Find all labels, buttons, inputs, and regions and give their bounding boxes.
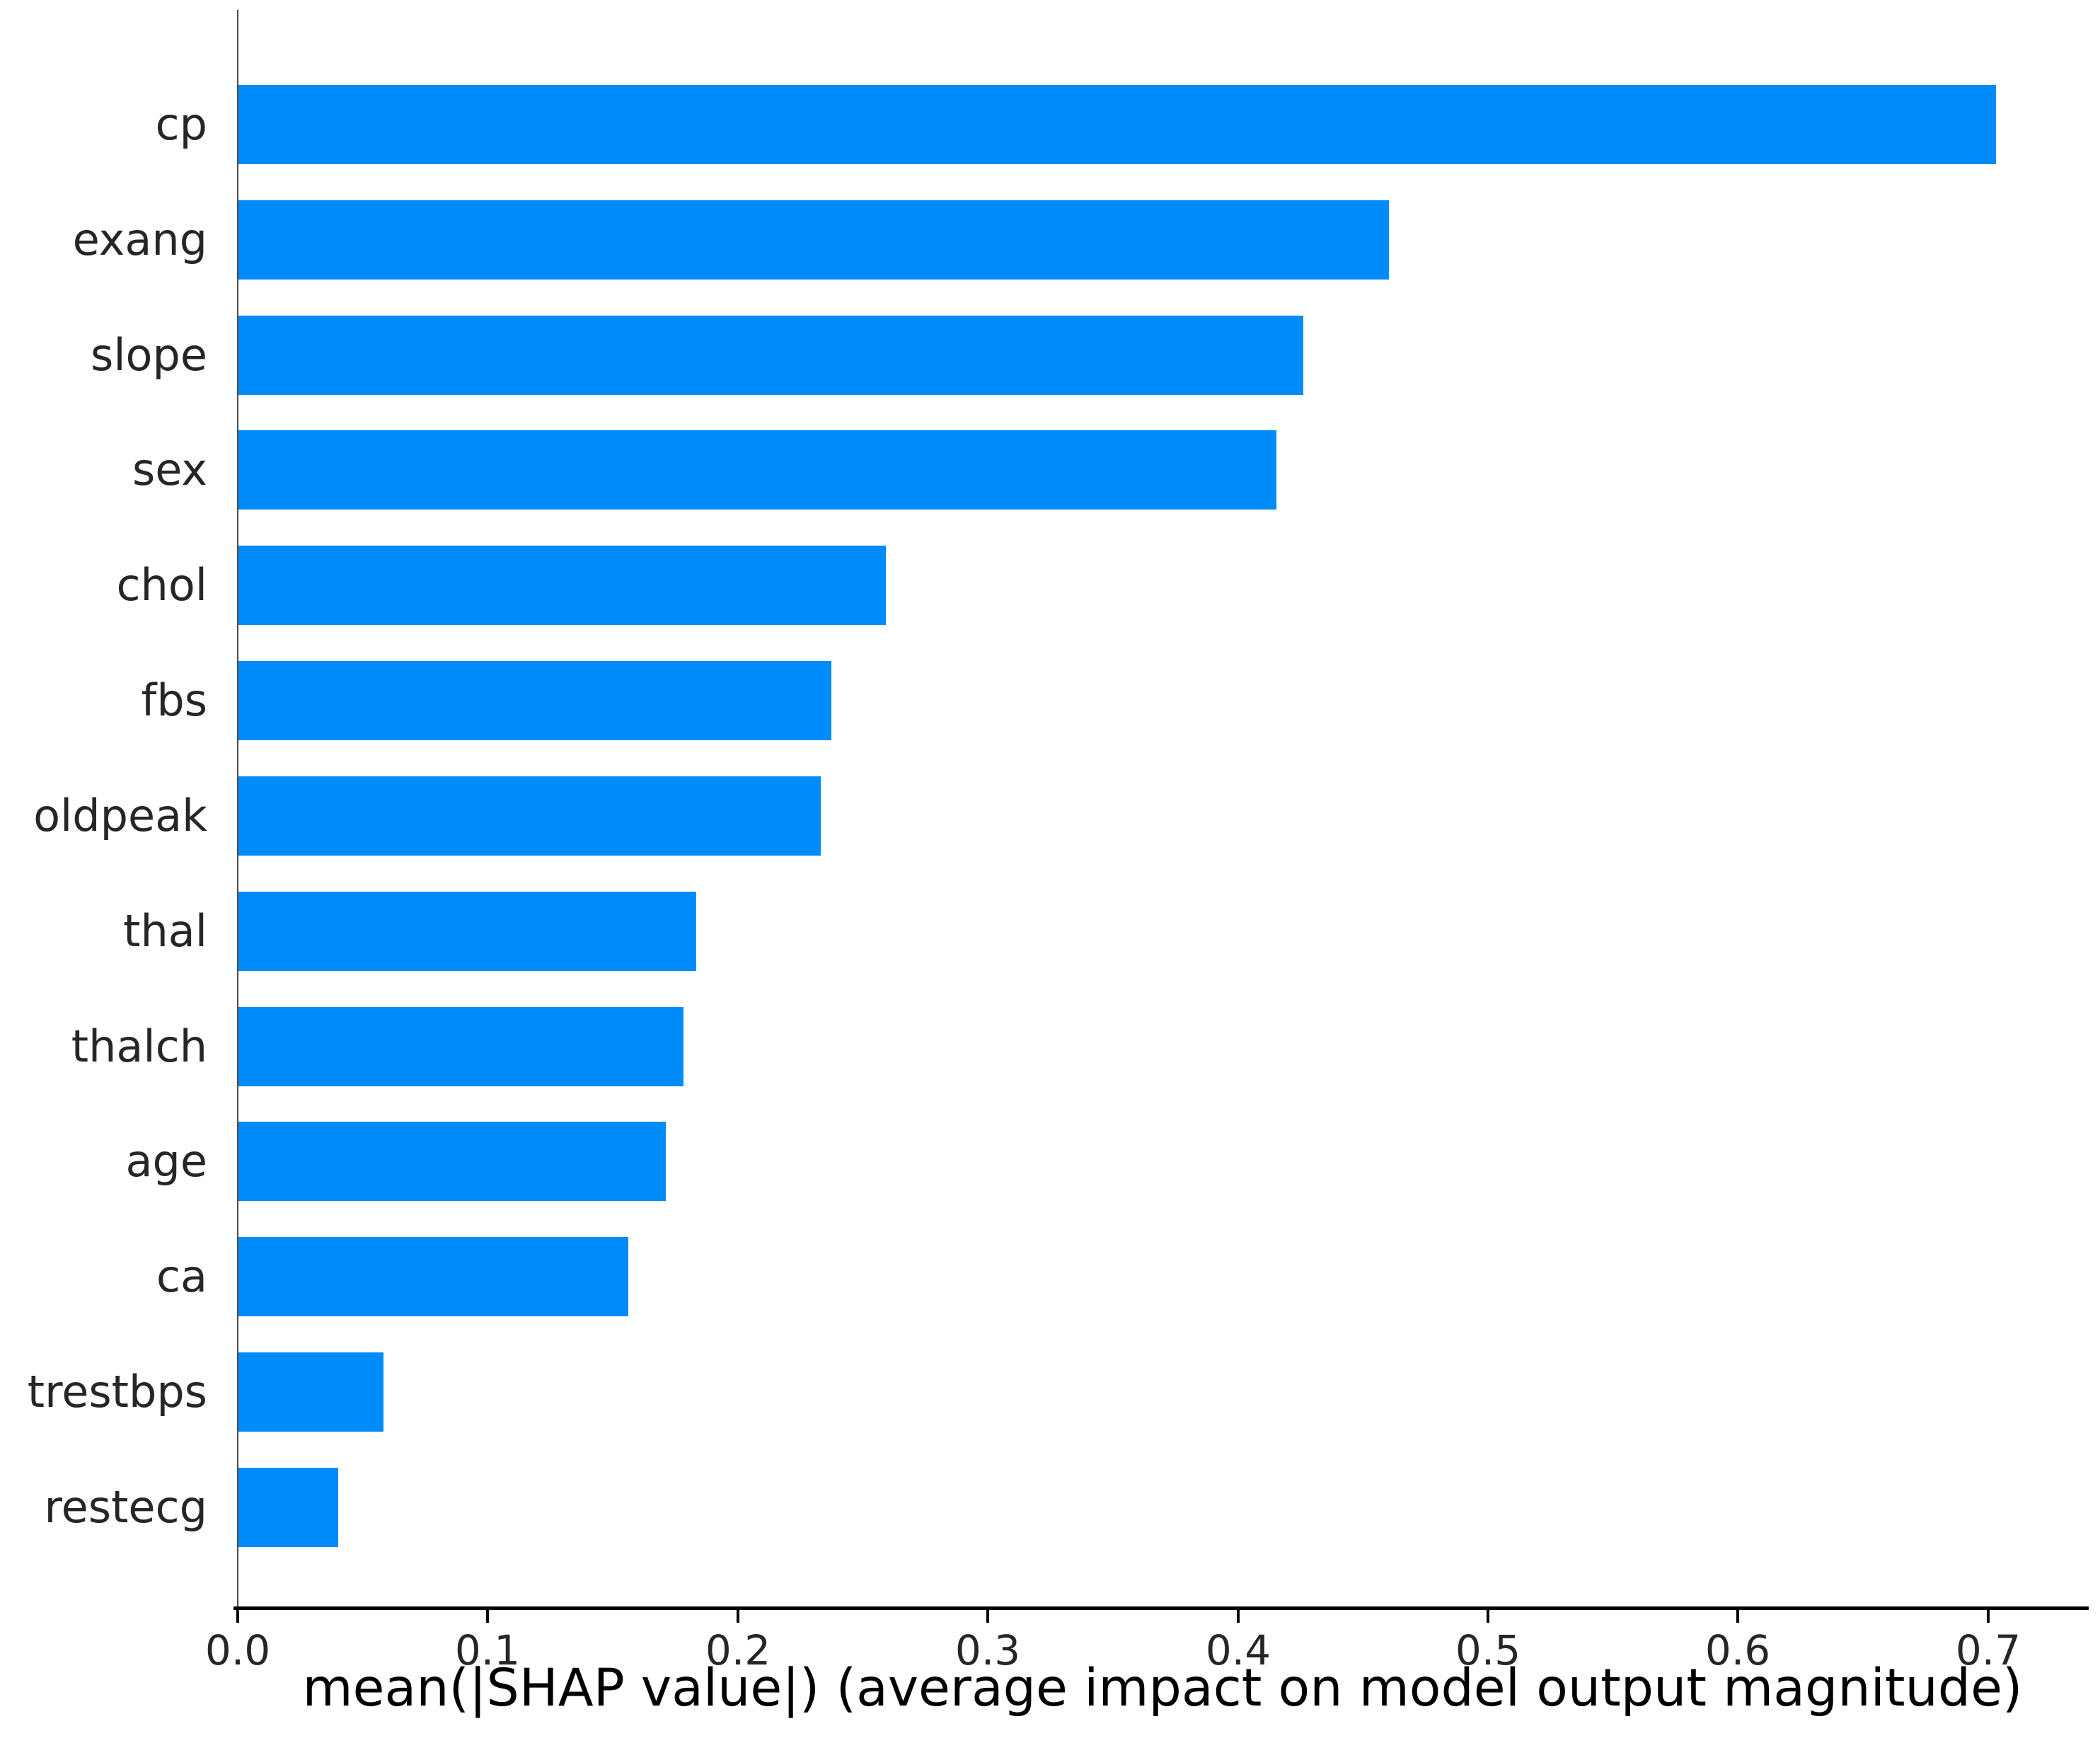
bar-thalch — [238, 1007, 683, 1086]
y-tick-label-chol: chol — [116, 559, 207, 611]
bar-thal — [238, 892, 696, 971]
y-tick-label-restecg: restecg — [44, 1481, 207, 1533]
y-tick-label-sex: sex — [132, 444, 207, 495]
x-tick-mark-0.5 — [1487, 1608, 1489, 1623]
y-axis-spine — [237, 10, 238, 1608]
bar-trestbps — [238, 1352, 383, 1432]
x-axis-spine — [233, 1606, 2089, 1610]
y-tick-label-slope: slope — [91, 329, 207, 381]
x-tick-label-0.1: 0.1 — [454, 1626, 521, 1674]
bar-chol — [238, 546, 886, 625]
x-tick-label-0.6: 0.6 — [1704, 1626, 1771, 1674]
bar-fbs — [238, 661, 831, 740]
x-tick-label-0.0: 0.0 — [204, 1626, 271, 1674]
bar-restecg — [238, 1468, 338, 1547]
x-tick-mark-0.2 — [737, 1608, 739, 1623]
bar-sex — [238, 430, 1276, 510]
x-tick-mark-0.3 — [986, 1608, 989, 1623]
y-tick-label-trestbps: trestbps — [27, 1366, 207, 1418]
bar-oldpeak — [238, 776, 821, 856]
x-axis-title: mean(|SHAP value|) (average impact on mo… — [302, 1658, 2023, 1718]
x-tick-mark-0.6 — [1736, 1608, 1739, 1623]
y-tick-label-fbs: fbs — [141, 674, 207, 726]
y-tick-label-exang: exang — [72, 214, 207, 265]
bar-slope — [238, 316, 1303, 395]
x-tick-label-0.3: 0.3 — [954, 1626, 1021, 1674]
bar-ca — [238, 1237, 628, 1316]
x-tick-label-0.2: 0.2 — [705, 1626, 771, 1674]
x-tick-label-0.4: 0.4 — [1205, 1626, 1271, 1674]
y-tick-label-age: age — [125, 1135, 208, 1187]
y-tick-label-thalch: thalch — [71, 1020, 207, 1072]
y-tick-label-cp: cp — [155, 98, 207, 150]
x-tick-label-0.5: 0.5 — [1455, 1626, 1521, 1674]
y-tick-label-thal: thal — [123, 905, 207, 957]
y-tick-label-ca: ca — [156, 1250, 207, 1302]
bar-age — [238, 1122, 666, 1201]
bar-cp — [238, 85, 1996, 164]
x-tick-mark-0.0 — [236, 1608, 239, 1623]
x-tick-mark-0.4 — [1237, 1608, 1240, 1623]
x-tick-mark-0.7 — [1987, 1608, 1990, 1623]
x-tick-mark-0.1 — [486, 1608, 489, 1623]
y-tick-label-oldpeak: oldpeak — [33, 790, 207, 841]
x-tick-label-0.7: 0.7 — [1955, 1626, 2021, 1674]
bar-exang — [238, 200, 1389, 280]
